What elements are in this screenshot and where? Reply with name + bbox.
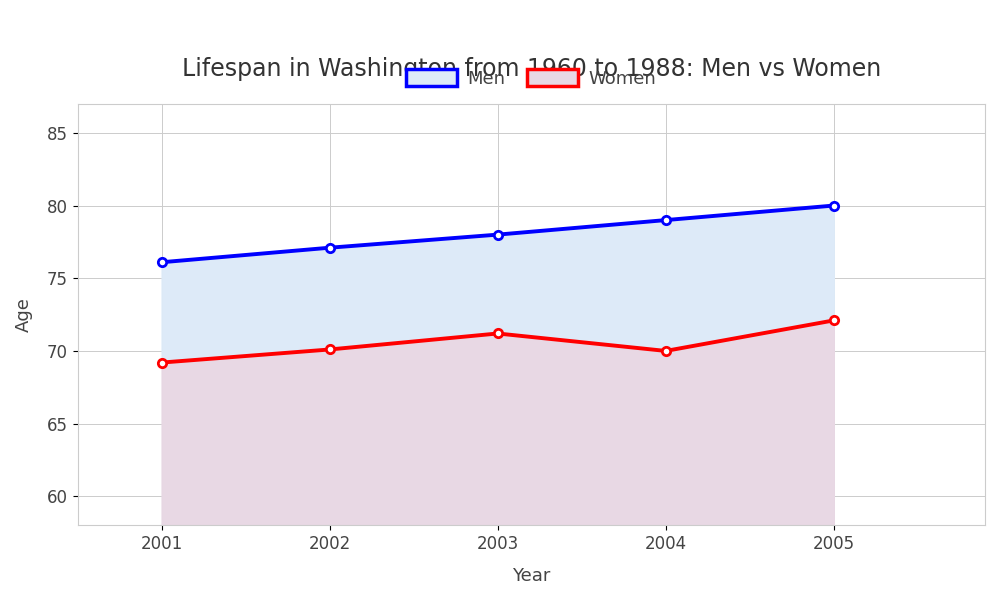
Legend: Men, Women: Men, Women [399, 62, 664, 95]
Y-axis label: Age: Age [15, 297, 33, 332]
X-axis label: Year: Year [512, 567, 550, 585]
Title: Lifespan in Washington from 1960 to 1988: Men vs Women: Lifespan in Washington from 1960 to 1988… [182, 57, 881, 81]
